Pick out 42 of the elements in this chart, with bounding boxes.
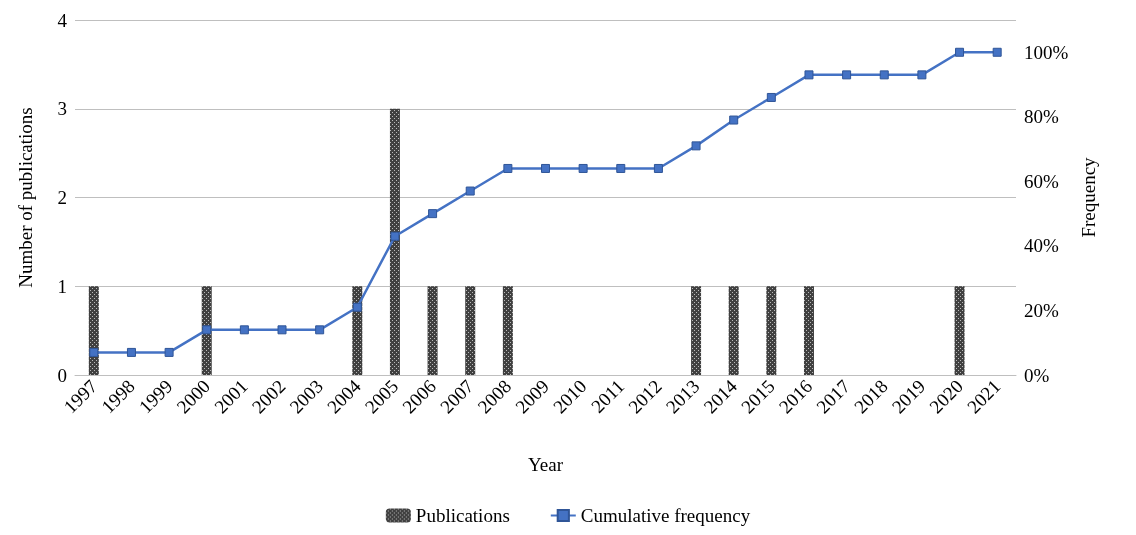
point (503, 163, 513, 173)
point (126, 347, 136, 357)
y2-tick-label: 100% (1024, 41, 1069, 63)
y-tick-label: 3 (57, 98, 67, 120)
point (89, 347, 99, 357)
point (578, 163, 588, 173)
y-tick-label: 2 (57, 187, 67, 208)
y2-tick-label: 60% (1024, 170, 1059, 192)
point (917, 70, 927, 80)
point (164, 347, 174, 357)
y2-axis-title: Frequency (1078, 156, 1100, 238)
y-axis-title: Number of publications (15, 107, 36, 288)
point (239, 325, 249, 335)
y-tick-label: 0 (57, 364, 67, 386)
point (352, 302, 362, 312)
point (879, 70, 889, 80)
point (955, 47, 965, 57)
point (315, 325, 325, 335)
point (653, 163, 663, 173)
y-tick-label: 1 (57, 275, 67, 297)
point (804, 70, 814, 80)
point (541, 163, 550, 173)
point (992, 47, 1002, 57)
point (202, 325, 212, 335)
y2-tick-label: 0% (1024, 364, 1050, 386)
legend-label: Cumulative frequency (580, 505, 751, 526)
point (729, 115, 739, 125)
point (428, 209, 438, 219)
y2-tick-label: 20% (1024, 299, 1059, 321)
x-axis-title: Year (527, 454, 564, 475)
point (465, 186, 475, 196)
y2-tick-label: 40% (1024, 235, 1059, 257)
point (277, 325, 287, 335)
point (691, 141, 701, 151)
point (390, 231, 400, 241)
point (616, 163, 626, 173)
legend-label: Publications (415, 505, 510, 526)
point (766, 92, 776, 102)
point (842, 70, 852, 80)
y2-tick-label: 80% (1024, 106, 1059, 128)
y-tick-label: 4 (57, 9, 68, 31)
x-tick-label: 1999 (134, 375, 177, 418)
